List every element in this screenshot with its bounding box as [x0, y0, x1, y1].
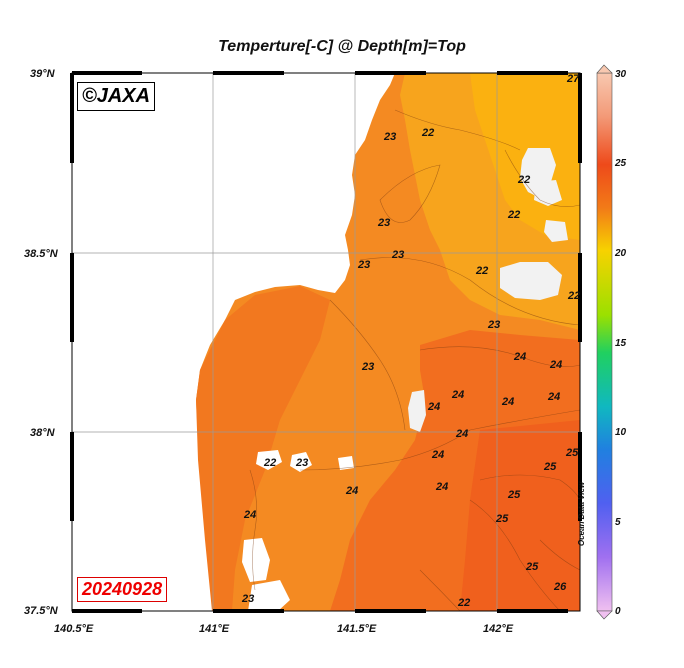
contour-label: 23	[377, 217, 390, 229]
colorbar-tick: 0	[615, 606, 621, 617]
contour-label: 25	[495, 513, 509, 525]
lon-tick-label: 141°E	[199, 623, 230, 635]
contour-label: 22	[421, 127, 434, 139]
lon-tick-label: 140.5°E	[54, 623, 94, 635]
graticule	[72, 73, 580, 611]
contour-label: 24	[431, 449, 444, 461]
land-patch	[338, 456, 354, 470]
contour-label: 27	[566, 73, 580, 85]
land-patch	[256, 450, 282, 470]
map-title: Temperture[-C] @ Depth[m]=Top	[218, 38, 466, 55]
lat-tick-label: 39°N	[30, 68, 56, 80]
contour-label: 25	[543, 461, 557, 473]
contour-label: 22	[475, 265, 488, 277]
copyright-label: ©JAXA	[77, 82, 156, 111]
contour-label: 24	[243, 509, 256, 521]
colorbar-tick: 30	[615, 69, 627, 80]
colorbar-tick: 15	[615, 338, 627, 349]
colorbar	[596, 72, 613, 612]
contour-label: 25	[525, 561, 539, 573]
lat-tick-label: 38°N	[30, 427, 56, 439]
lat-tick-label: 38.5°N	[24, 248, 59, 260]
contour-label: 23	[241, 593, 254, 605]
colorbar-tick: 20	[614, 248, 627, 259]
contour-label: 24	[549, 359, 562, 371]
lon-tick-label: 142°E	[483, 623, 514, 635]
contour-label: 26	[553, 581, 567, 593]
lat-tick-label: 37.5°N	[24, 605, 59, 617]
colorbar-tick: 25	[614, 158, 627, 169]
contour-label: 24	[451, 389, 464, 401]
contour-label: 22	[567, 290, 580, 302]
contour-label-group: 22 22 22 22 22 23 23 23 23 23 23 23 23 2…	[241, 73, 580, 609]
contour-label: 22	[507, 209, 520, 221]
contour-lines	[249, 109, 580, 611]
contour-label: 24	[455, 428, 468, 440]
land-patch	[290, 452, 312, 472]
date-stamp: 20240928	[77, 577, 168, 602]
cloud-patch	[500, 262, 562, 300]
contour-label: 23	[361, 361, 374, 373]
cloud-patch	[544, 220, 568, 242]
contour-label: 23	[357, 259, 370, 271]
frame-ticks	[70, 71, 582, 613]
contour-label: 24	[435, 481, 448, 493]
warmest-zone	[460, 420, 580, 611]
colorbar-bottom-arrow	[596, 610, 613, 620]
contour-label: 24	[345, 485, 358, 497]
contour-label: 24	[513, 351, 526, 363]
odv-watermark: Ocean Data View	[577, 481, 586, 546]
contour-label: 22	[517, 174, 530, 186]
cloud-patch	[408, 390, 426, 432]
contour-label: 24	[427, 401, 440, 413]
coastal-band	[196, 286, 330, 611]
lon-tick-label: 141.5°E	[337, 623, 377, 635]
colorbar-tick: 10	[615, 427, 627, 438]
contour-label: 23	[295, 457, 308, 469]
contour-label: 22	[457, 597, 470, 609]
contour-label: 23	[487, 319, 500, 331]
contour-label: 23	[391, 249, 404, 261]
land-patch	[248, 580, 290, 611]
contour-label: 25	[507, 489, 521, 501]
contour-label: 25	[565, 447, 579, 459]
land-patch	[242, 538, 270, 582]
sst-field	[196, 73, 580, 611]
contour-label: 24	[547, 391, 560, 403]
contour-label: 22	[263, 457, 276, 469]
colorbar-top-arrow	[596, 64, 613, 74]
contour-label: 23	[383, 131, 396, 143]
contour-label: 24	[501, 396, 514, 408]
cloud-patch	[534, 180, 562, 206]
colorbar-tick: 5	[615, 517, 621, 528]
